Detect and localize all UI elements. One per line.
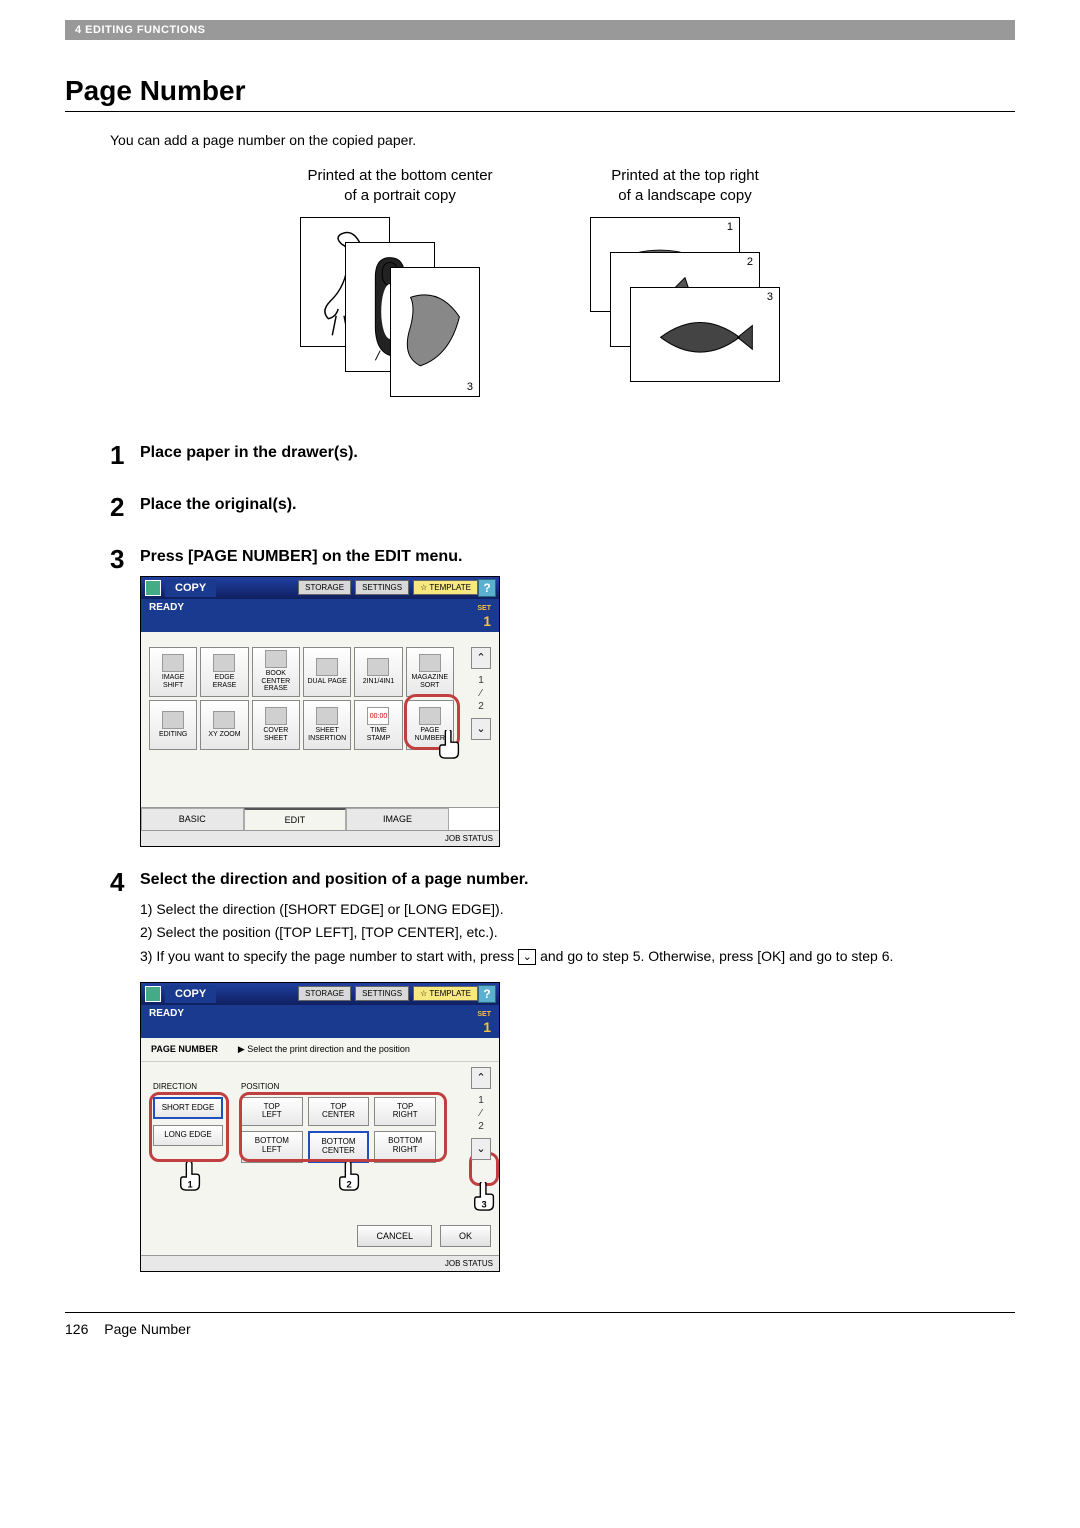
chapter-bar: 4 EDITING FUNCTIONS [65,20,1015,40]
svg-text:1: 1 [187,1179,192,1189]
step-3-title: Press [PAGE NUMBER] on the EDIT menu. [140,548,1015,566]
step-1-title: Place paper in the drawer(s). [140,444,1015,462]
tab-template[interactable]: ☆ TEMPLATE [413,986,478,1001]
tab-settings[interactable]: SETTINGS [355,580,409,595]
scroll-up-button[interactable]: ⌃ [471,1067,491,1089]
set-label: SET [477,1011,491,1018]
tab-storage[interactable]: STORAGE [298,580,351,595]
down-key-icon: ⌄ [518,949,536,965]
page-title: Page Number [65,75,1015,112]
cursor-icon [436,730,464,760]
step-4: 4 Select the direction and position of a… [110,869,1015,1272]
help-button[interactable]: ? [478,985,496,1003]
cursor-2-icon: 2 [336,1162,364,1192]
footer-tab-basic[interactable]: BASIC [141,808,244,830]
btn-time-stamp[interactable]: 00:00TIME STAMP [354,700,402,750]
step-2-number: 2 [110,494,140,520]
btn-bottom-center[interactable]: BOTTOM CENTER [308,1131,370,1163]
btn-xy-zoom[interactable]: XY ZOOM [200,700,248,750]
job-status-button[interactable]: JOB STATUS [141,830,499,846]
help-button[interactable]: ? [478,579,496,597]
footer-page-name: Page Number [104,1321,190,1337]
step-3: 3 Press [PAGE NUMBER] on the EDIT menu. … [110,546,1015,847]
status-ready: READY [149,602,184,629]
btn-book-center-erase[interactable]: BOOK CENTER ERASE [252,647,300,697]
step-4-number: 4 [110,869,140,895]
tab-settings[interactable]: SETTINGS [355,986,409,1001]
btn-sheet-insertion[interactable]: SHEET INSERTION [303,700,351,750]
scroll-down-button[interactable]: ⌄ [471,718,491,740]
btn-magazine-sort[interactable]: MAGAZINE SORT [406,647,454,697]
btn-bottom-right[interactable]: BOTTOM RIGHT [374,1131,436,1163]
tab-storage[interactable]: STORAGE [298,986,351,1001]
btn-top-center[interactable]: TOP CENTER [308,1097,370,1127]
screenshot-edit-menu: COPY STORAGE SETTINGS ☆ TEMPLATE ? READY… [140,576,500,847]
header-copy: COPY [165,985,216,1003]
illustration-landscape: Printed at the top right of a landscape … [590,166,780,407]
illus-right-line2: of a landscape copy [618,187,751,204]
btn-image-shift[interactable]: IMAGE SHIFT [149,647,197,697]
btn-editing[interactable]: EDITING [149,700,197,750]
step-2: 2 Place the original(s). [110,494,1015,524]
screenshot-page-number-settings: COPY STORAGE SETTINGS ☆ TEMPLATE ? READY… [140,982,500,1272]
illus-left-line2: of a portrait copy [344,187,456,204]
page-indicator: 1⁄2 [478,1094,484,1133]
step-4-title: Select the direction and position of a p… [140,871,1015,889]
page-indicator: 1⁄2 [478,674,484,713]
btn-edge-erase[interactable]: EDGE ERASE [200,647,248,697]
fish-icon [631,288,779,382]
illus-left-line1: Printed at the bottom center [307,167,492,184]
scroll-down-button[interactable]: ⌄ [471,1138,491,1160]
position-label: POSITION [241,1082,436,1091]
step-4-sub3: 3) If you want to specify the page numbe… [140,946,1015,968]
set-count: 1 [483,1019,491,1035]
cursor-3-icon: 3 [471,1182,499,1212]
job-status-button[interactable]: JOB STATUS [141,1255,499,1271]
bird-icon [391,268,479,395]
scroll-up-button[interactable]: ⌃ [471,647,491,669]
btn-top-right[interactable]: TOP RIGHT [374,1097,436,1127]
illustration-portrait: Printed at the bottom center of a portra… [300,166,500,407]
status-ready: READY [149,1008,184,1035]
btn-top-left[interactable]: TOP LEFT [241,1097,303,1127]
set-count: 1 [483,613,491,629]
step-4-sub1: 1) Select the direction ([SHORT EDGE] or… [140,899,1015,921]
step-4-sub2: 2) Select the position ([TOP LEFT], [TOP… [140,922,1015,944]
direction-label: DIRECTION [153,1082,223,1091]
btn-long-edge[interactable]: LONG EDGE [153,1125,223,1146]
set-label: SET [477,605,491,612]
step-1: 1 Place paper in the drawer(s). [110,442,1015,472]
cursor-1-icon: 1 [177,1162,205,1192]
btn-cover-sheet[interactable]: COVER SHEET [252,700,300,750]
copy-app-icon [145,580,161,596]
btn-2in1-4in1[interactable]: 2IN1/4IN1 [354,647,402,697]
btn-short-edge[interactable]: SHORT EDGE [153,1097,223,1120]
illustration-row: Printed at the bottom center of a portra… [65,166,1015,407]
cancel-button[interactable]: CANCEL [357,1225,432,1247]
footer-tab-image[interactable]: IMAGE [346,808,449,830]
page-footer: 126 Page Number [65,1312,1015,1337]
svg-text:3: 3 [481,1199,486,1209]
intro-text: You can add a page number on the copied … [110,132,1015,148]
svg-text:2: 2 [346,1179,351,1189]
btn-bottom-left[interactable]: BOTTOM LEFT [241,1131,303,1163]
btn-dual-page[interactable]: DUAL PAGE [303,647,351,697]
illus-right-line1: Printed at the top right [611,167,759,184]
subhead-instruction: ▶ Select the print direction and the pos… [238,1044,410,1055]
header-copy: COPY [165,579,216,597]
step-3-number: 3 [110,546,140,572]
subhead-page-number: PAGE NUMBER [151,1044,218,1055]
ok-button[interactable]: OK [440,1225,491,1247]
step-1-number: 1 [110,442,140,468]
footer-tab-edit[interactable]: EDIT [244,808,347,830]
step-2-title: Place the original(s). [140,496,1015,514]
footer-page-number: 126 [65,1321,88,1337]
tab-template[interactable]: ☆ TEMPLATE [413,580,478,595]
copy-app-icon [145,986,161,1002]
